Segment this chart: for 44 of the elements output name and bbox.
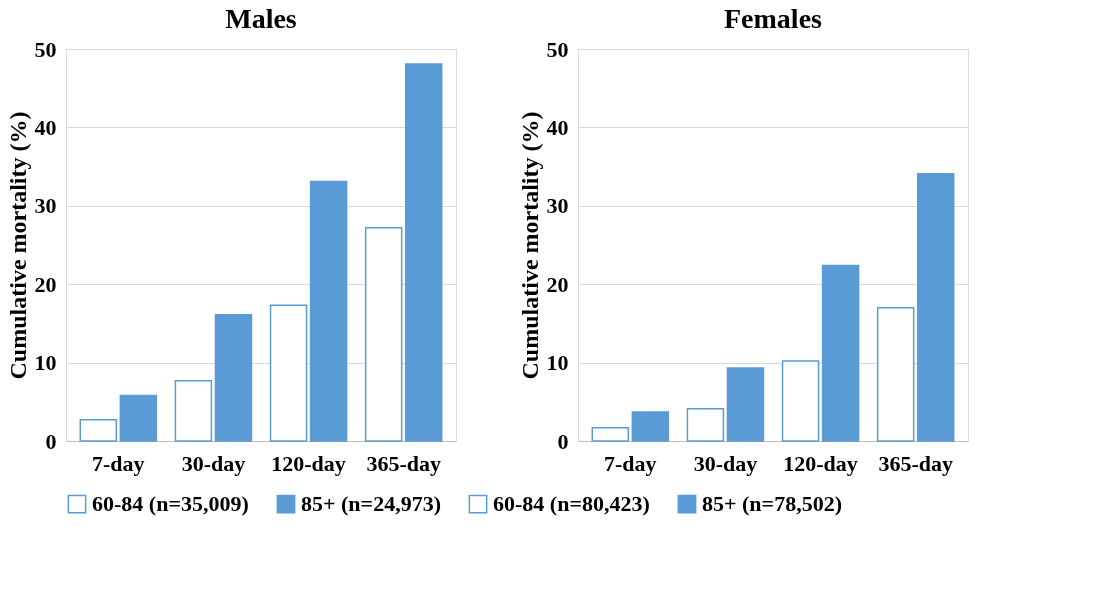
bar — [726, 367, 765, 442]
y-tick-label: 20 — [34, 271, 57, 297]
bar — [404, 63, 443, 442]
y-tick-label: 10 — [34, 350, 57, 376]
bar — [214, 314, 253, 442]
x-tick-label: 30-day — [181, 450, 246, 476]
bar — [876, 306, 915, 442]
x-tick-label: 365-day — [366, 450, 441, 476]
x-tick-label: 30-day — [693, 450, 758, 476]
y-tick-label: 30 — [546, 193, 569, 219]
y-tick-label: 20 — [546, 271, 569, 297]
x-tick-label: 7-day — [604, 450, 657, 476]
bar — [916, 172, 955, 442]
y-axis-title: Cumulative mortality (%) — [4, 111, 31, 380]
y-tick-label: 50 — [34, 36, 57, 62]
x-tick-label: 7-day — [92, 450, 145, 476]
chart-title: Females — [724, 3, 823, 34]
x-tick-label: 120-day — [783, 450, 858, 476]
bar — [309, 180, 348, 442]
y-tick-label: 30 — [34, 193, 57, 219]
bar — [591, 426, 630, 442]
y-tick-label: 40 — [546, 114, 569, 140]
text: 60-84 (n=80,423) — [493, 491, 650, 517]
chart-title: Males — [225, 3, 297, 34]
y-tick-label: 0 — [45, 428, 57, 454]
x-tick-label: 120-day — [271, 450, 346, 476]
bar — [821, 264, 860, 442]
bar — [79, 419, 118, 442]
y-tick-label: 50 — [546, 36, 569, 62]
y-tick-label: 10 — [546, 350, 569, 376]
y-tick-label: 0 — [557, 428, 569, 454]
y-axis-title: Cumulative mortality (%) — [516, 111, 543, 380]
bar — [364, 227, 403, 442]
bar — [686, 408, 725, 442]
legend-label: 60-84 (n=35,009) — [92, 491, 249, 517]
x-tick-label: 365-day — [878, 450, 953, 476]
bar — [119, 394, 158, 442]
bar — [631, 411, 670, 442]
bar — [781, 360, 820, 442]
legend-label: 85+ (n=24,973) — [301, 491, 441, 517]
bar — [174, 379, 213, 442]
y-tick-label: 40 — [34, 114, 57, 140]
legend-label: 85+ (n=78,502) — [702, 491, 842, 517]
bar — [269, 304, 308, 442]
